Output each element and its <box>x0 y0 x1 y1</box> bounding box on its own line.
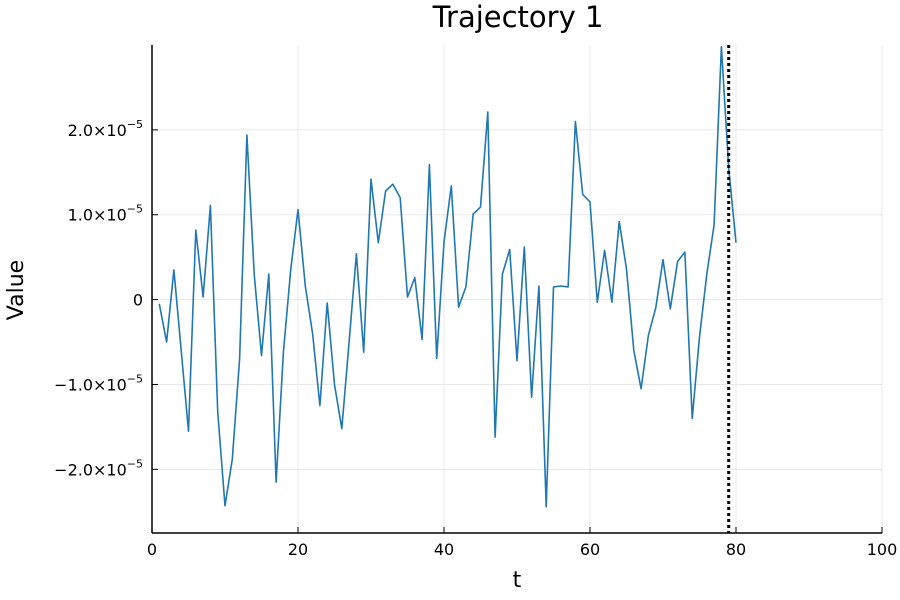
series-line <box>158 45 737 508</box>
axes <box>151 45 883 534</box>
x-axis-label: t <box>513 568 522 593</box>
x-tick-label: 80 <box>726 540 746 559</box>
y-axis-label: Value <box>4 260 29 320</box>
y-tick-label: 0 <box>133 291 143 310</box>
gridlines <box>151 45 883 533</box>
x-tick-label: 100 <box>867 540 898 559</box>
plot-area <box>158 45 737 533</box>
x-tick-label: 20 <box>288 540 308 559</box>
y-tick-label: 1.0×10−5 <box>68 203 143 225</box>
chart-title: Trajectory 1 <box>432 0 604 34</box>
y-tick-label: 2.0×10−5 <box>68 118 143 140</box>
x-tick-label: 0 <box>147 540 157 559</box>
tick-labels: 0 20 40 60 80 100 −2.0×10−5 −1.0×10−5 0 1.0×10−5 2… <box>54 118 897 559</box>
x-tick-label: 40 <box>434 540 454 559</box>
x-tick-label: 60 <box>580 540 600 559</box>
y-tick-label: −1.0×10−5 <box>54 372 143 394</box>
y-tick-label: −2.0×10−5 <box>54 457 143 479</box>
